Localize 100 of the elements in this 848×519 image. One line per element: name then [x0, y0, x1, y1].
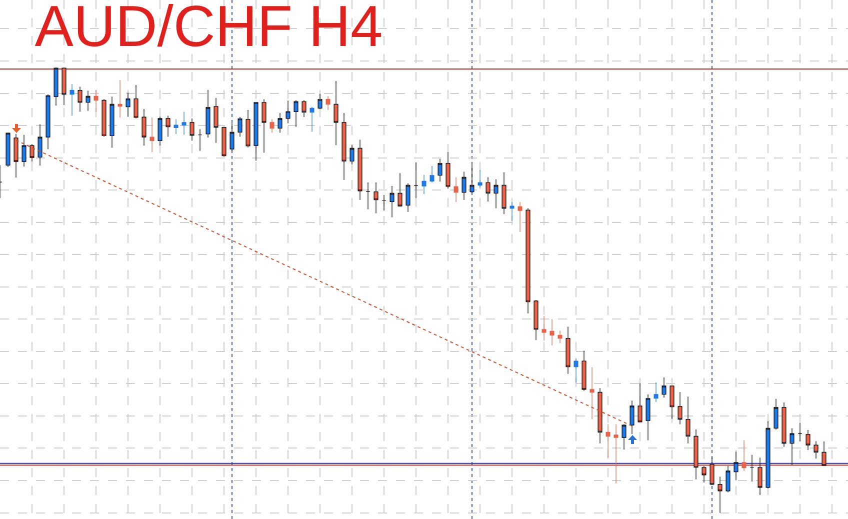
- candlestick: [54, 67, 58, 106]
- candlestick: [262, 98, 266, 153]
- candlestick: [638, 382, 642, 422]
- candlestick: [798, 422, 802, 442]
- candlestick: [14, 134, 18, 178]
- candlestick: [118, 80, 122, 118]
- candlestick: [790, 428, 794, 466]
- candlestick: [774, 398, 778, 430]
- candlestick: [598, 388, 602, 444]
- candlestick: [94, 90, 98, 112]
- candlestick: [558, 330, 562, 344]
- candlestick: [174, 118, 178, 134]
- candlestick: [454, 176, 458, 202]
- candlestick: [686, 396, 690, 444]
- candlestick: [694, 429, 698, 480]
- candlestick: [742, 440, 746, 472]
- candlestick: [654, 382, 658, 402]
- candlestick: [222, 126, 226, 157]
- candlestick: [630, 400, 634, 434]
- candlestick: [414, 162, 418, 198]
- candlestick: [374, 182, 378, 214]
- candlestick: [446, 152, 450, 189]
- candlestick: [766, 420, 770, 489]
- candlestick: [478, 170, 482, 188]
- candlestick: [814, 440, 818, 459]
- candlestick: [342, 112, 346, 180]
- candlestick: [70, 84, 74, 116]
- candlestick: [534, 300, 538, 340]
- candlestick: [670, 386, 674, 420]
- candlestick: [582, 350, 586, 392]
- candlestick: [326, 96, 330, 110]
- candlestick: [318, 94, 322, 110]
- candlestick: [702, 466, 706, 483]
- candlestick: [390, 186, 394, 218]
- candlestick: [78, 86, 82, 112]
- candlestick: [606, 424, 610, 458]
- candlestick: [294, 100, 298, 128]
- candlestick: [182, 111, 186, 136]
- candlestick: [646, 394, 650, 441]
- candlestick: [238, 116, 242, 137]
- candlestick: [6, 132, 10, 168]
- candlestick: [198, 128, 202, 152]
- candlestick: [230, 123, 234, 152]
- candlestick: [22, 134, 26, 167]
- candlestick: [822, 441, 826, 466]
- candlestick: [782, 402, 786, 448]
- candlestick: [662, 377, 666, 398]
- candlestick: [126, 92, 130, 117]
- candlestick: [542, 316, 546, 341]
- candlestick: [166, 115, 170, 137]
- candlestick: [398, 172, 402, 207]
- candlestick: [750, 454, 754, 482]
- candlestick: [574, 358, 578, 384]
- candlestick: [502, 172, 506, 214]
- candlestick: [214, 98, 218, 144]
- candlestick: [710, 457, 714, 486]
- candlestick: [510, 202, 514, 222]
- candlestick: [526, 208, 530, 314]
- candlestick: [334, 80, 338, 146]
- candlestick: [350, 144, 354, 165]
- candlestick: [422, 174, 426, 194]
- candlestick: [382, 194, 386, 211]
- candlestick: [614, 424, 618, 484]
- candlestick: [86, 90, 90, 112]
- candlestick: [302, 100, 306, 118]
- candlestick: [726, 466, 730, 493]
- candlestick: [486, 176, 490, 202]
- candlestick: [190, 118, 194, 141]
- candlestick: [462, 172, 466, 200]
- candlestick: [134, 84, 138, 119]
- candlestick: [62, 67, 66, 106]
- chart-title: AUD/CHF H4: [34, 0, 383, 59]
- candlestick: [438, 158, 442, 182]
- candlestick: [206, 90, 210, 138]
- candlestick: [518, 202, 522, 232]
- candlestick: [278, 112, 282, 133]
- candlestick: [758, 457, 762, 496]
- candlestick: [734, 451, 738, 481]
- candlestick: [358, 139, 362, 200]
- candlestick: [158, 116, 162, 146]
- candlestick: [246, 110, 250, 148]
- candlestick: [678, 392, 682, 424]
- candlestick: [142, 108, 146, 146]
- candlestick: [590, 366, 594, 420]
- candlestick: [150, 117, 154, 153]
- candlestick: [566, 326, 570, 374]
- candlestick: [806, 430, 810, 450]
- candlestick: [110, 96, 114, 148]
- candlestick: [38, 124, 42, 166]
- candlestick: [430, 166, 434, 183]
- candlestick: [718, 476, 722, 514]
- candlestick: [254, 102, 258, 161]
- candlestick: [622, 424, 626, 450]
- candlestick: [550, 318, 554, 346]
- candlestick: [494, 179, 498, 209]
- candlestick: [310, 106, 314, 132]
- candlestick: [30, 144, 34, 162]
- candlestick: [270, 118, 274, 133]
- candlestick: [102, 98, 106, 137]
- candlestick: [286, 100, 290, 124]
